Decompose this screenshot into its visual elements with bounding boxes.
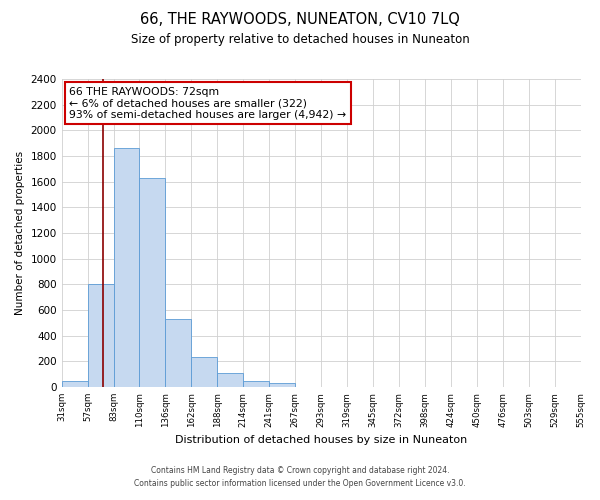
Bar [217,373,243,387]
Text: 66 THE RAYWOODS: 72sqm
← 6% of detached houses are smaller (322)
93% of semi-det: 66 THE RAYWOODS: 72sqm ← 6% of detached … [70,86,347,120]
Bar [113,148,139,387]
Text: 66, THE RAYWOODS, NUNEATON, CV10 7LQ: 66, THE RAYWOODS, NUNEATON, CV10 7LQ [140,12,460,28]
Text: Size of property relative to detached houses in Nuneaton: Size of property relative to detached ho… [131,32,469,46]
X-axis label: Distribution of detached houses by size in Nuneaton: Distribution of detached houses by size … [175,435,467,445]
Bar [88,284,113,387]
Bar [166,319,191,387]
Y-axis label: Number of detached properties: Number of detached properties [15,151,25,315]
Bar [62,380,88,387]
Bar [269,383,295,387]
Text: Contains HM Land Registry data © Crown copyright and database right 2024.
Contai: Contains HM Land Registry data © Crown c… [134,466,466,487]
Bar [139,178,166,387]
Bar [191,357,217,387]
Bar [243,380,269,387]
